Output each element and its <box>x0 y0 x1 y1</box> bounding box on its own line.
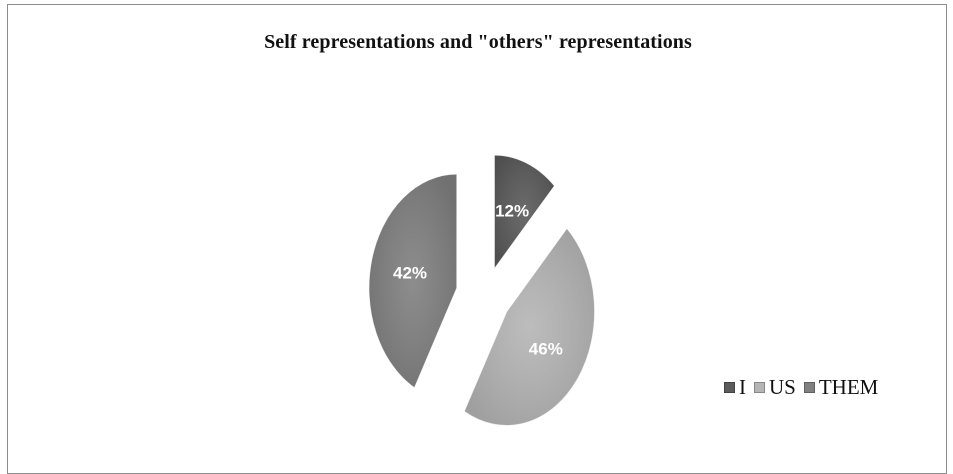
legend-item-us: US <box>754 375 796 400</box>
data-label-i: 12% <box>495 202 529 221</box>
chart-legend: I US THEM <box>724 375 886 400</box>
chart-title: Self representations and "others" repres… <box>264 31 692 53</box>
legend-swatch-us <box>754 382 765 393</box>
legend-label-us: US <box>769 375 796 399</box>
data-label-them: 42% <box>393 263 427 282</box>
pie-chart: 12% 46% 42% <box>368 154 596 426</box>
legend-swatch-them <box>803 382 815 393</box>
legend-label-them: THEM <box>818 375 879 399</box>
legend-item-i: I <box>724 375 746 400</box>
pie-slice-shading <box>494 154 555 269</box>
data-label-us: 46% <box>529 339 563 358</box>
pie-slice-shading <box>368 174 457 388</box>
pie-slice-shading <box>464 228 595 426</box>
chart-frame: Self representations and "others" repres… <box>7 4 947 474</box>
legend-swatch-i <box>724 382 735 393</box>
legend-label-i: I <box>739 375 746 399</box>
legend-item-them: THEM <box>803 375 879 400</box>
